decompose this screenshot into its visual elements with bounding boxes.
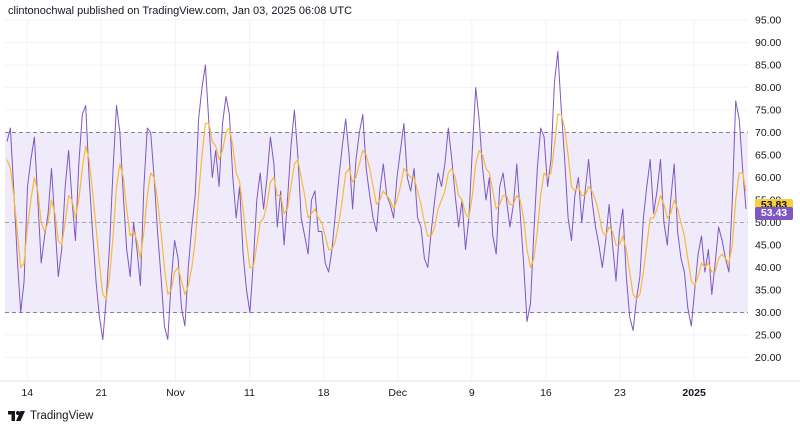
series-line-signal [6, 113, 747, 300]
x-tick-label: 23 [614, 387, 626, 399]
series-line-rsi [6, 51, 747, 340]
x-tick-label: 21 [95, 387, 107, 399]
brand-watermark[interactable]: TradingView [8, 409, 93, 423]
x-axis: 14 21 Nov 11 18 Dec 9 16 23 2025 [21, 387, 706, 399]
x-tick-label: 16 [540, 387, 552, 399]
y-tick-label: 75.00 [755, 105, 781, 117]
rsi-value-badge: 53.43 [755, 206, 793, 220]
y-tick-label: 40.00 [755, 262, 781, 274]
x-tick-label: 18 [318, 387, 330, 399]
brand-name: TradingView [30, 410, 94, 422]
x-tick-label: 9 [469, 387, 475, 399]
published-caption: clintonochwal published on TradingView.c… [8, 5, 353, 17]
y-tick-label: 90.00 [755, 37, 781, 49]
y-axis: 95.00 90.00 85.00 80.00 75.00 70.00 65.00 60.00… [755, 15, 781, 365]
y-tick-label: 20.00 [755, 352, 781, 364]
tradingview-logo-icon [8, 411, 25, 421]
y-tick-label: 70.00 [755, 127, 781, 139]
x-tick-label: 11 [244, 387, 255, 399]
x-tick-label: 2025 [682, 387, 706, 399]
y-tick-label: 35.00 [755, 285, 781, 297]
y-tick-label: 45.00 [755, 240, 781, 252]
y-tick-label: 30.00 [755, 307, 781, 319]
y-tick-label: 85.00 [755, 60, 781, 72]
y-tick-label: 25.00 [755, 330, 781, 342]
y-tick-label: 65.00 [755, 150, 781, 162]
y-tick-label: 50.00 [755, 217, 781, 229]
y-tick-label: 80.00 [755, 82, 781, 94]
y-tick-label: 95.00 [755, 15, 781, 27]
x-tick-label: 14 [21, 387, 33, 399]
x-tick-label: Nov [166, 387, 185, 399]
y-tick-label: 60.00 [755, 172, 781, 184]
x-tick-label: Dec [388, 387, 407, 399]
